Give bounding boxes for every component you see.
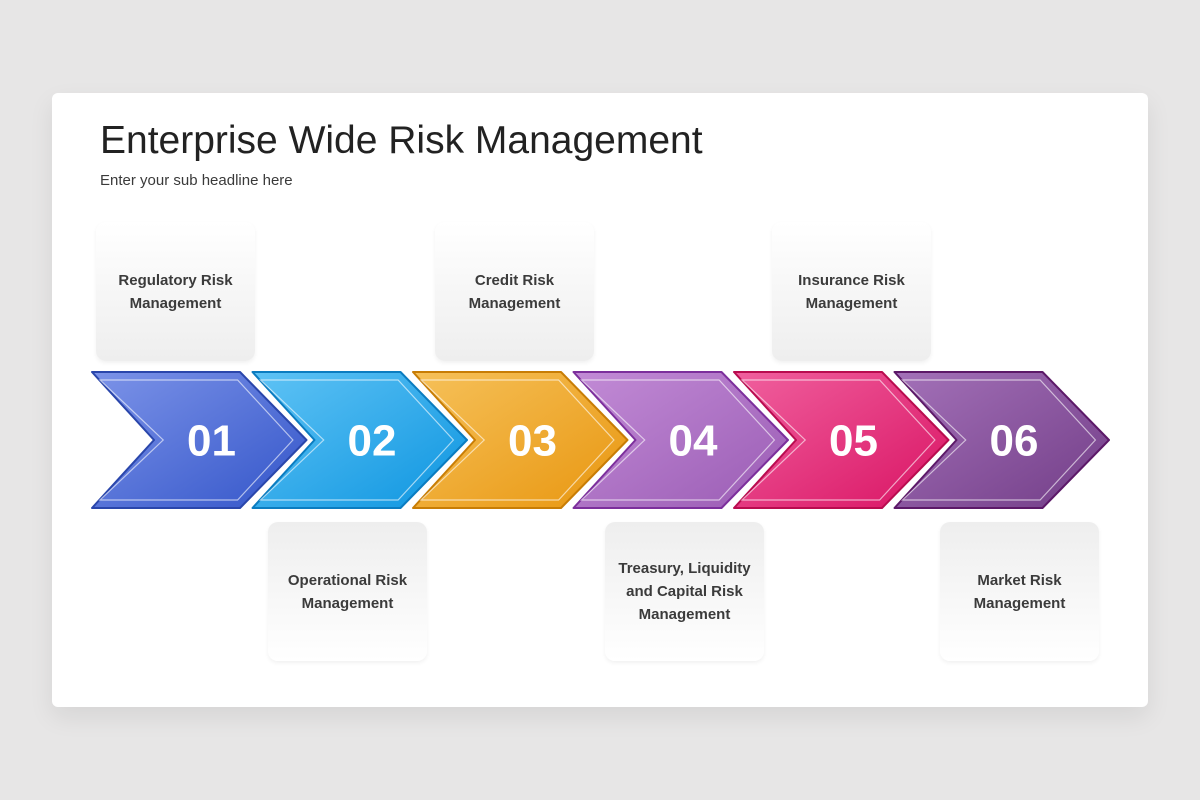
svg-text:06: 06 [990, 417, 1039, 466]
svg-text:03: 03 [508, 417, 557, 466]
svg-text:04: 04 [669, 417, 718, 466]
svg-text:02: 02 [348, 417, 397, 466]
svg-text:01: 01 [187, 417, 236, 466]
svg-text:05: 05 [829, 417, 878, 466]
